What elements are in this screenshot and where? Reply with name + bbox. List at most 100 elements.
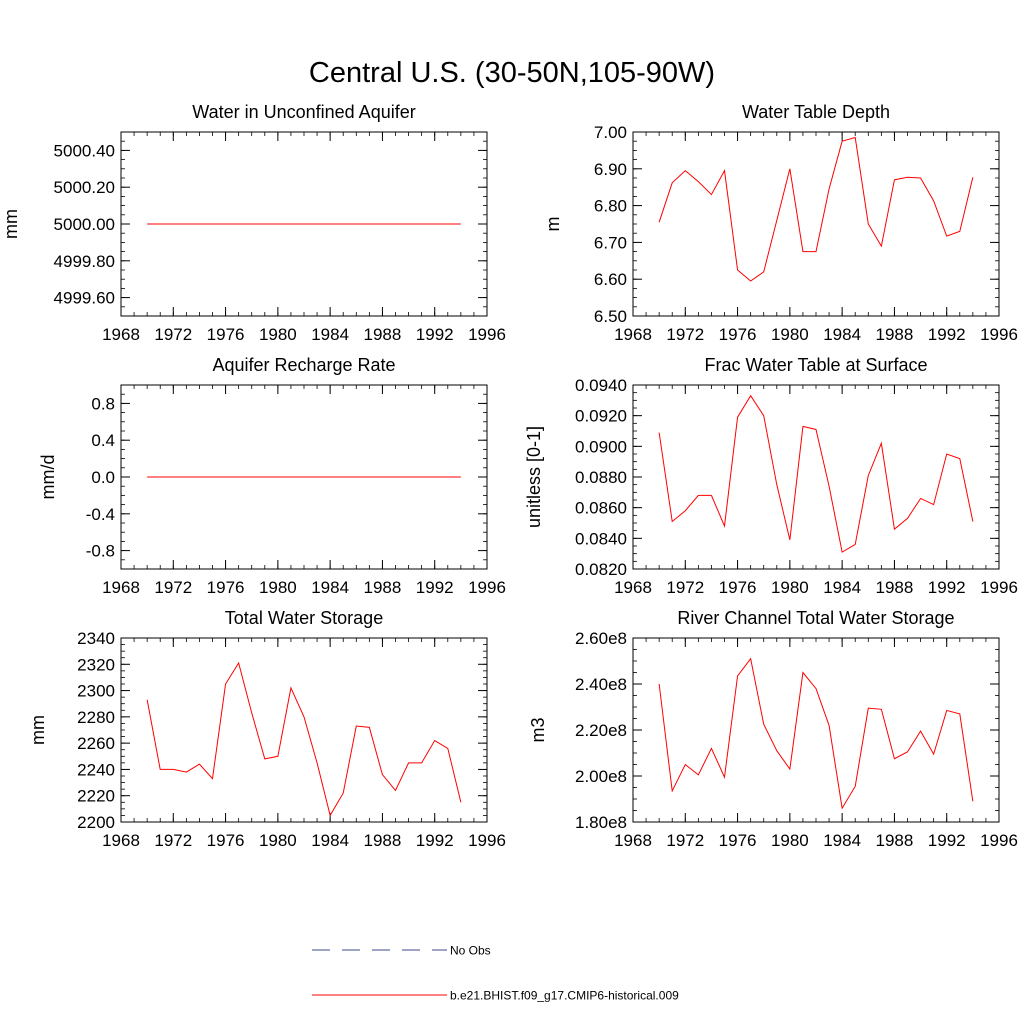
x-tick-label: 1992 — [928, 831, 966, 850]
y-axis-label: mm — [1, 209, 21, 239]
x-tick-label: 1988 — [876, 325, 914, 344]
x-tick-label: 1984 — [311, 325, 349, 344]
y-tick-label: -0.4 — [86, 505, 115, 524]
panel-4: Total Water Storage 1968 1972 1976 1980 1984 1… — [28, 608, 506, 850]
x-tick-label: 1992 — [928, 578, 966, 597]
x-tick-label: 1980 — [771, 325, 809, 344]
panel-2: Aquifer Recharge Rate 1968 1972 1976 1980 198… — [38, 355, 506, 597]
y-axis-label: unitless [0-1] — [524, 426, 544, 528]
x-tick-label: 1976 — [207, 325, 245, 344]
y-tick-label: 6.70 — [594, 233, 627, 252]
x-tick-label: 1984 — [311, 578, 349, 597]
x-tick-label: 1972 — [666, 831, 704, 850]
panel-title: Total Water Storage — [225, 608, 383, 628]
y-tick-label: 0.0880 — [575, 468, 627, 487]
x-tick-label: 1972 — [154, 325, 192, 344]
panel-title: Frac Water Table at Surface — [704, 355, 927, 375]
x-tick-label: 1996 — [468, 325, 506, 344]
x-tick-label: 1968 — [614, 831, 652, 850]
y-tick-label: 0.0920 — [575, 407, 627, 426]
y-tick-label: 4999.60 — [54, 289, 115, 308]
y-tick-label: 6.80 — [594, 197, 627, 216]
x-tick-label: 1996 — [980, 831, 1018, 850]
x-tick-label: 1980 — [771, 578, 809, 597]
y-tick-label: 6.90 — [594, 160, 627, 179]
y-tick-label: 2.20e8 — [575, 721, 627, 740]
y-tick-label: 2260 — [77, 734, 115, 753]
panel-3: Frac Water Table at Surface 1968 1972 1976 1… — [524, 355, 1018, 597]
legend: No Obs b.e21.BHIST.f09_g17.CMIP6-histori… — [312, 944, 679, 1003]
y-axis-label: mm — [28, 715, 48, 745]
x-tick-label: 1996 — [468, 578, 506, 597]
y-tick-label: 6.60 — [594, 270, 627, 289]
x-tick-label: 1972 — [154, 578, 192, 597]
x-tick-label: 1968 — [614, 325, 652, 344]
y-tick-label: 2220 — [77, 787, 115, 806]
panel-title: Aquifer Recharge Rate — [212, 355, 395, 375]
figure-title: Central U.S. (30-50N,105-90W) — [309, 57, 715, 89]
x-tick-label: 1976 — [207, 831, 245, 850]
y-tick-label: 2280 — [77, 708, 115, 727]
x-tick-label: 1976 — [719, 325, 757, 344]
x-tick-label: 1968 — [614, 578, 652, 597]
panel-0: Water in Unconfined Aquifer 1968 1972 1976 1… — [1, 102, 506, 344]
x-tick-label: 1988 — [876, 578, 914, 597]
y-tick-label: 2240 — [77, 760, 115, 779]
x-tick-label: 1968 — [102, 325, 140, 344]
x-tick-label: 1984 — [823, 578, 861, 597]
plot-frame — [632, 384, 1000, 570]
y-tick-label: 5000.40 — [54, 141, 115, 160]
plot-frame — [632, 637, 1000, 823]
x-tick-label: 1972 — [666, 578, 704, 597]
plot-frame — [120, 637, 488, 823]
series-line — [658, 394, 974, 553]
y-axis-label: m — [543, 217, 563, 232]
y-tick-label: 0.0940 — [575, 376, 627, 395]
x-tick-label: 1984 — [311, 831, 349, 850]
x-tick-label: 1988 — [364, 831, 402, 850]
y-tick-label: 0.0 — [91, 468, 115, 487]
x-tick-label: 1976 — [719, 831, 757, 850]
x-tick-label: 1992 — [928, 325, 966, 344]
y-tick-label: 7.00 — [594, 123, 627, 142]
y-tick-label: -0.8 — [86, 542, 115, 561]
x-tick-label: 1980 — [259, 325, 297, 344]
series-line — [658, 657, 974, 810]
x-tick-label: 1988 — [364, 578, 402, 597]
x-tick-label: 1976 — [719, 578, 757, 597]
x-tick-label: 1996 — [980, 578, 1018, 597]
x-tick-label: 1992 — [416, 325, 454, 344]
panel-title: Water Table Depth — [742, 102, 890, 122]
x-tick-label: 1976 — [207, 578, 245, 597]
panel-1: Water Table Depth 1968 1972 1976 1980 1984 198… — [543, 102, 1018, 344]
x-tick-label: 1972 — [666, 325, 704, 344]
x-tick-label: 1980 — [259, 831, 297, 850]
x-tick-label: 1968 — [102, 578, 140, 597]
x-tick-label: 1992 — [416, 831, 454, 850]
y-tick-label: 0.8 — [91, 394, 115, 413]
x-tick-label: 1980 — [771, 831, 809, 850]
x-tick-label: 1984 — [823, 325, 861, 344]
y-tick-label: 0.0840 — [575, 529, 627, 548]
series-line — [658, 136, 974, 282]
y-tick-label: 2.40e8 — [575, 675, 627, 694]
y-tick-label: 4999.80 — [54, 252, 115, 271]
x-tick-label: 1972 — [154, 831, 192, 850]
y-tick-label: 2300 — [77, 682, 115, 701]
y-tick-label: 1.80e8 — [575, 813, 627, 832]
y-axis-label: mm/d — [38, 455, 58, 500]
plot-frame — [632, 131, 1000, 317]
legend-label-no-obs: No Obs — [450, 944, 491, 958]
panel-title: River Channel Total Water Storage — [677, 608, 954, 628]
x-tick-label: 1984 — [823, 831, 861, 850]
y-tick-label: 5000.00 — [54, 215, 115, 234]
y-tick-label: 0.0860 — [575, 499, 627, 518]
x-tick-label: 1996 — [980, 325, 1018, 344]
y-tick-label: 2.60e8 — [575, 629, 627, 648]
y-tick-label: 2320 — [77, 655, 115, 674]
y-tick-label: 0.4 — [91, 431, 115, 450]
x-tick-label: 1968 — [102, 831, 140, 850]
y-tick-label: 2200 — [77, 813, 115, 832]
y-tick-label: 2.00e8 — [575, 767, 627, 786]
